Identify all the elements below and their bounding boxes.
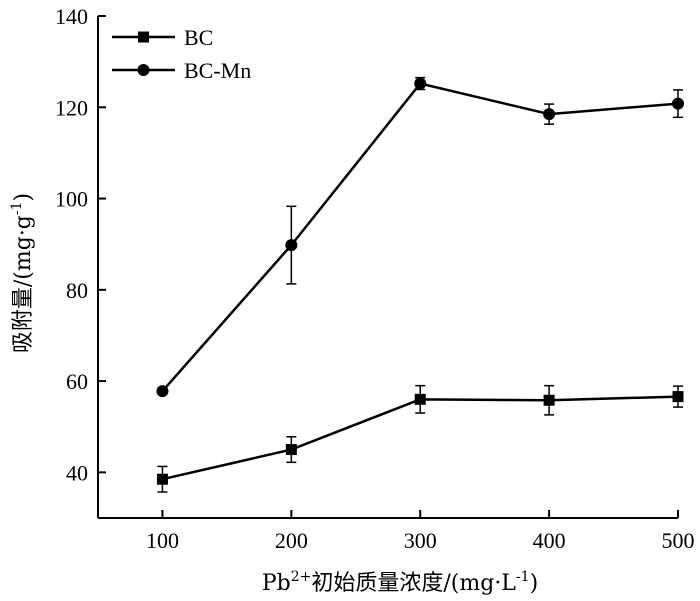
series-bc — [156, 384, 684, 493]
y-tick-label: 80 — [66, 278, 88, 303]
x-tick-label: 200 — [275, 528, 308, 553]
x-tick-label: 100 — [146, 528, 179, 553]
x-label-sup2: -1 — [516, 569, 530, 585]
legend-marker — [137, 64, 150, 76]
data-point — [672, 97, 684, 110]
x-tick-label: 300 — [404, 528, 437, 553]
y-tick-label: 40 — [66, 460, 88, 485]
y-tick-label: 140 — [55, 4, 88, 29]
y-axis-ticks: 40 60 80 100 120 140 — [55, 4, 106, 485]
data-point — [543, 108, 556, 121]
series-layer — [156, 76, 684, 493]
x-label-pre: Pb — [262, 571, 291, 596]
series-bc-mn — [156, 76, 684, 398]
legend: BC BC-Mn — [112, 25, 251, 83]
y-tick-label: 120 — [55, 95, 88, 120]
data-point — [285, 239, 298, 252]
y-axis-label: 吸附量/(mg·g-1) — [9, 193, 36, 353]
data-point — [414, 77, 427, 90]
legend-item-bc: BC — [112, 25, 213, 50]
data-point — [414, 393, 426, 405]
x-axis-ticks: 100 200 300 400 500 — [146, 510, 695, 553]
data-point — [543, 394, 555, 406]
y-tick-label: 60 — [66, 369, 88, 394]
legend-marker — [138, 31, 149, 43]
x-tick-label: 400 — [533, 528, 566, 553]
legend-label: BC — [184, 25, 213, 50]
x-label-sup1: 2+ — [291, 569, 312, 585]
data-point — [285, 444, 297, 456]
y-tick-label: 100 — [55, 187, 88, 212]
x-label-mid: 初始质量浓度/(mg·L — [311, 571, 516, 596]
series-line-bc-mn — [161, 82, 679, 392]
y-label-post: ) — [11, 193, 36, 202]
data-point — [156, 473, 168, 485]
x-tick-label: 500 — [662, 528, 695, 553]
axes — [97, 16, 678, 519]
data-point — [672, 391, 684, 403]
x-label-post: ) — [530, 571, 539, 596]
legend-label: BC-Mn — [184, 58, 251, 83]
x-axis-label: Pb2+初始质量浓度/(mg·L-1) — [262, 569, 538, 596]
legend-item-bc-mn: BC-Mn — [112, 58, 251, 83]
y-label-pre: 吸附量/(mg·g — [11, 215, 36, 353]
y-label-sup: -1 — [9, 201, 25, 215]
data-point — [156, 385, 169, 398]
